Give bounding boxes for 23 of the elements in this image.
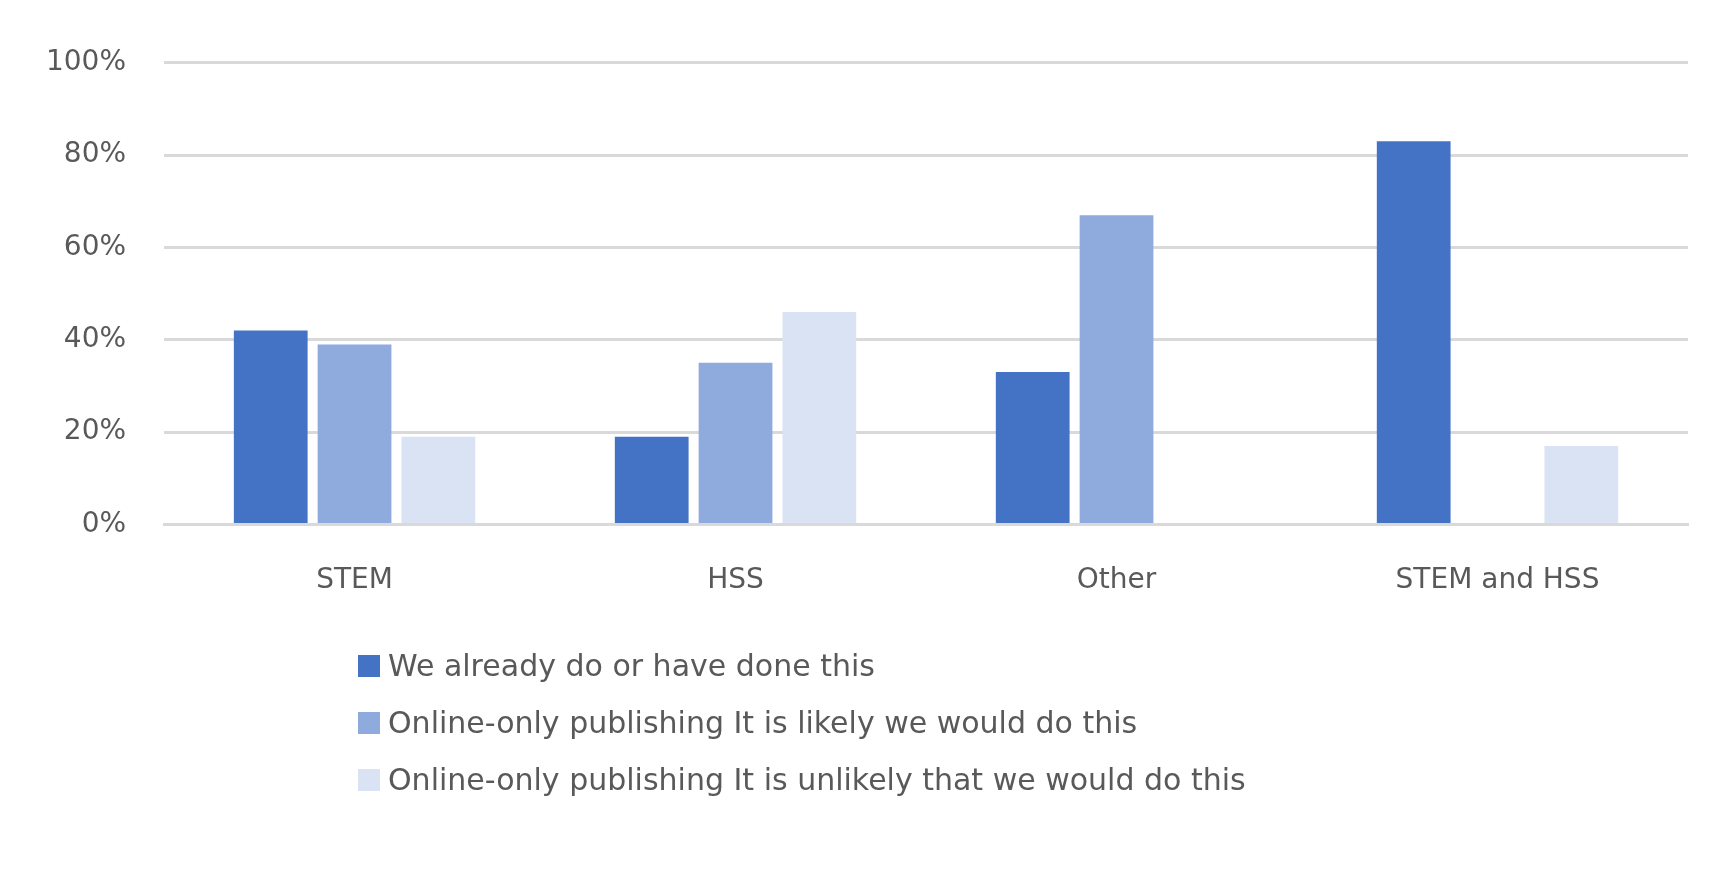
- y-tick-label: 40%: [63, 321, 127, 355]
- bar: [1079, 215, 1154, 523]
- y-tick-label: 0%: [81, 505, 127, 539]
- bar: [233, 330, 308, 523]
- bar: [317, 344, 392, 523]
- y-tick-label: 100%: [45, 44, 127, 78]
- bar: [614, 436, 689, 523]
- bar: [401, 436, 476, 523]
- bar: [1544, 445, 1619, 523]
- bar: [995, 372, 1070, 523]
- x-tick-label: STEM: [316, 562, 393, 596]
- x-tick-label: HSS: [707, 562, 764, 596]
- bar: [782, 312, 857, 523]
- legend-label: Online-only publishing It is likely we would do this: [388, 705, 1138, 740]
- x-tick-label: STEM and HSS: [1395, 562, 1600, 596]
- bar: [698, 362, 773, 523]
- bar: [1376, 141, 1451, 523]
- y-tick-label: 20%: [63, 413, 127, 447]
- x-tick-label: Other: [1076, 562, 1157, 596]
- legend-label: Online-only publishing It is unlikely that we would do this: [388, 762, 1246, 797]
- y-tick-label: 80%: [63, 136, 127, 170]
- y-tick-label: 60%: [63, 228, 127, 262]
- legend-label: We already do or have done this: [388, 648, 875, 683]
